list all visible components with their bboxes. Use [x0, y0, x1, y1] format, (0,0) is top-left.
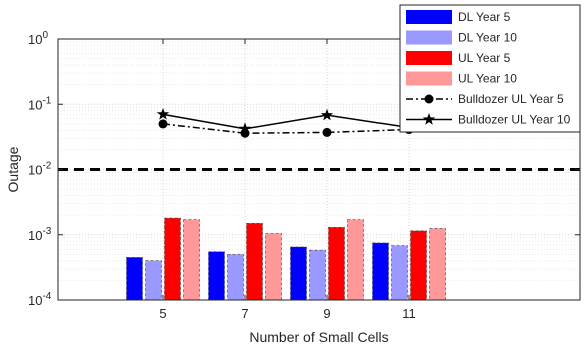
circle-marker	[322, 127, 332, 137]
x-tick-label: 11	[402, 306, 416, 321]
series-line	[162, 113, 410, 130]
legend-swatch	[406, 71, 452, 86]
y-tick-label: 100	[28, 30, 48, 47]
series-lines	[156, 107, 416, 138]
legend-label: Bulldozer UL Year 10	[458, 113, 571, 127]
legend-box	[399, 4, 581, 133]
circle-marker	[424, 94, 434, 104]
y-axis-title: Outage	[5, 146, 21, 192]
legend-swatch	[406, 10, 452, 24]
bar	[372, 242, 389, 301]
star-marker	[320, 108, 334, 121]
legend-label: DL Year 5	[458, 10, 511, 24]
y-tick-label: 10-1	[28, 95, 52, 112]
bar	[126, 257, 143, 301]
bar	[290, 246, 307, 301]
bar	[208, 251, 225, 301]
bar	[246, 222, 263, 301]
legend-label: Bulldozer UL Year 5	[458, 92, 564, 106]
bar	[410, 230, 427, 301]
bar	[265, 233, 282, 301]
y-tick-label: 10-3	[28, 226, 52, 243]
legend-label: DL Year 10	[458, 31, 517, 45]
series-line	[162, 123, 410, 134]
bar	[309, 249, 326, 301]
bar	[429, 228, 446, 301]
legend-swatch	[406, 51, 452, 65]
star-marker	[238, 122, 252, 135]
legend-swatch	[406, 30, 452, 45]
bar	[183, 219, 200, 301]
x-tick-label: 9	[323, 306, 330, 321]
bars	[126, 217, 446, 301]
axis-ticks: 100 10-1 10-2 10-3 10-4 5 7 9 11	[28, 30, 580, 321]
star-marker	[156, 107, 170, 120]
bar	[347, 219, 364, 301]
bar	[391, 245, 408, 301]
y-tick-label: 10-2	[28, 161, 52, 178]
x-axis-title: Number of Small Cells	[249, 329, 388, 345]
bar	[328, 227, 345, 301]
x-tick-label: 7	[241, 306, 248, 321]
y-tick-label: 10-4	[28, 291, 52, 308]
legend-label: UL Year 5	[458, 51, 511, 65]
legend: DL Year 5 DL Year 10 UL Year 5 UL Year 10 Bu…	[399, 4, 581, 133]
star-marker	[422, 113, 436, 125]
bar	[145, 260, 162, 301]
legend-label: UL Year 10	[458, 72, 517, 86]
bar	[227, 254, 244, 301]
circle-marker	[158, 119, 168, 129]
x-tick-label: 5	[159, 306, 166, 321]
bar	[164, 217, 181, 301]
